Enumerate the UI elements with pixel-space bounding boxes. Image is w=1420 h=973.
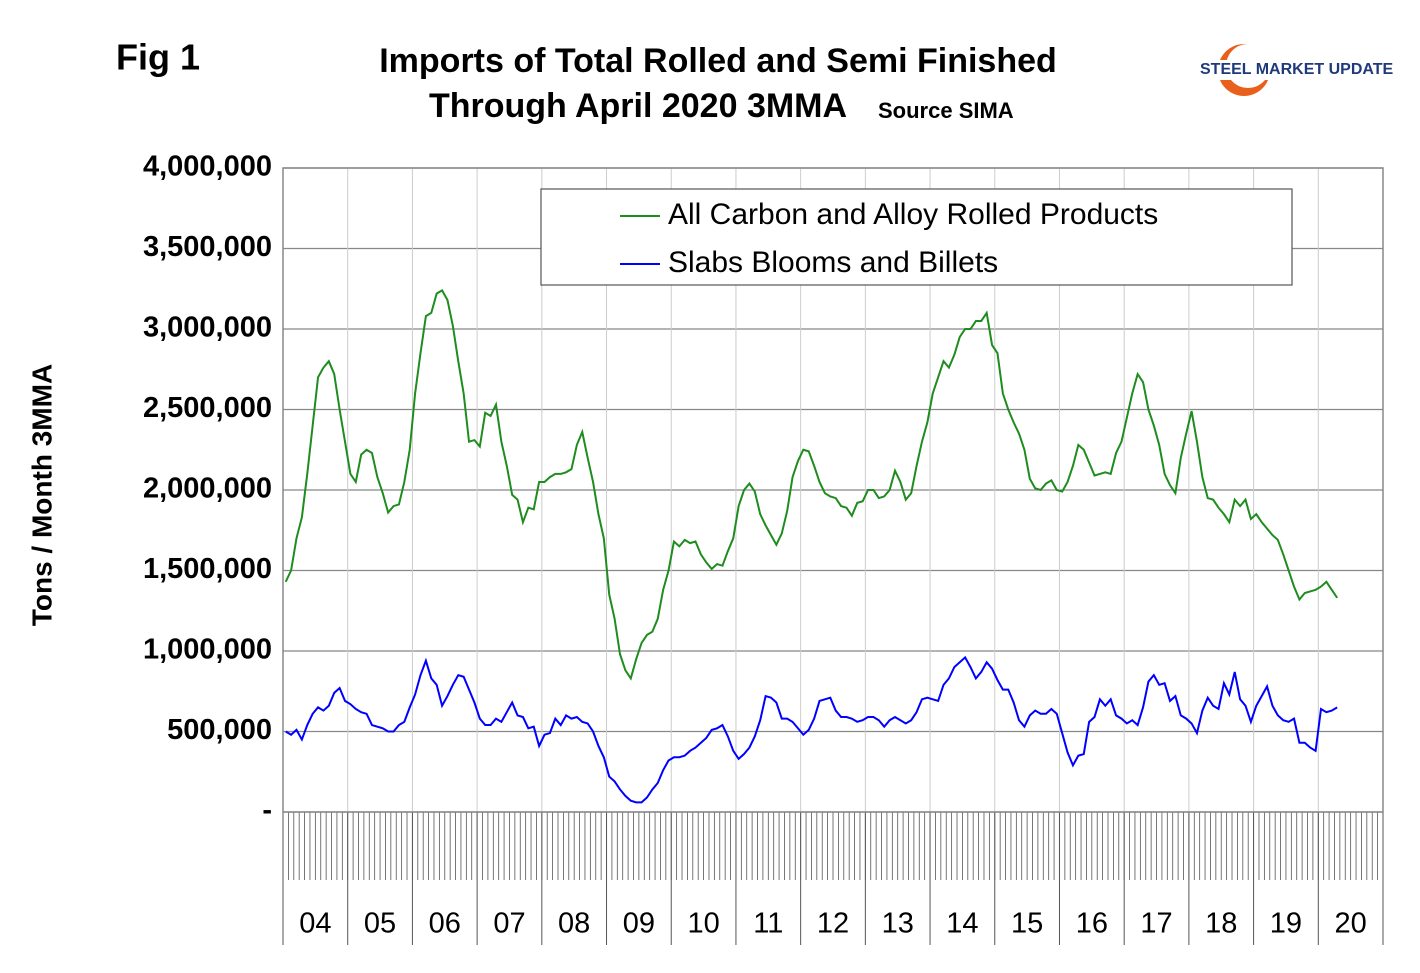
x-tick-label: 11	[753, 908, 783, 940]
y-tick-label: 3,000,000	[143, 312, 272, 344]
x-tick-label: 05	[364, 908, 396, 940]
chart-title: Through April 2020 3MMA	[429, 87, 847, 125]
x-tick-label: 20	[1335, 908, 1367, 940]
y-tick-label: 1,500,000	[143, 553, 272, 585]
y-tick-label: 500,000	[167, 714, 272, 746]
x-tick-label: 19	[1270, 908, 1302, 940]
x-tick-label: 15	[1011, 908, 1043, 940]
y-tick-label: 1,000,000	[143, 634, 272, 666]
x-tick-label: 07	[493, 908, 525, 940]
chart-title: Imports of Total Rolled and Semi Finishe…	[379, 42, 1057, 80]
logo-text: STEEL MARKET UPDATE	[1200, 61, 1394, 78]
x-tick-label: 08	[558, 908, 590, 940]
source-note: Source SIMA	[878, 98, 1014, 123]
x-tick-label: 18	[1205, 908, 1237, 940]
x-tick-label: 13	[882, 908, 914, 940]
y-tick-label: 4,000,000	[143, 151, 272, 183]
x-tick-label: 17	[1140, 908, 1172, 940]
y-axis-label: Tons / Month 3MMA	[26, 364, 57, 626]
series-line	[284, 288, 1339, 681]
plot-frame	[282, 167, 1384, 813]
x-tick-label: 06	[429, 908, 461, 940]
legend-label: All Carbon and Alloy Rolled Products	[668, 198, 1158, 231]
fig-label: Fig 1	[116, 37, 200, 78]
logo-backdrop	[1198, 60, 1394, 80]
legend-label: Slabs Blooms and Billets	[668, 246, 998, 279]
y-tick-label: 3,500,000	[143, 231, 272, 263]
series-line	[285, 655, 1338, 804]
legend-box	[540, 188, 1293, 286]
x-tick-label: 10	[687, 908, 719, 940]
y-tick-label: 2,000,000	[143, 473, 272, 505]
y-tick-label: 2,500,000	[143, 392, 272, 424]
logo: STEEL MARKET UPDATE	[1198, 44, 1394, 96]
x-tick-label: 12	[817, 908, 849, 940]
x-tick-label: 14	[946, 908, 978, 940]
x-tick-label: 04	[299, 908, 331, 940]
y-tick-label: -	[262, 795, 272, 827]
x-tick-label: 16	[1076, 908, 1108, 940]
x-tick-label: 09	[623, 908, 655, 940]
